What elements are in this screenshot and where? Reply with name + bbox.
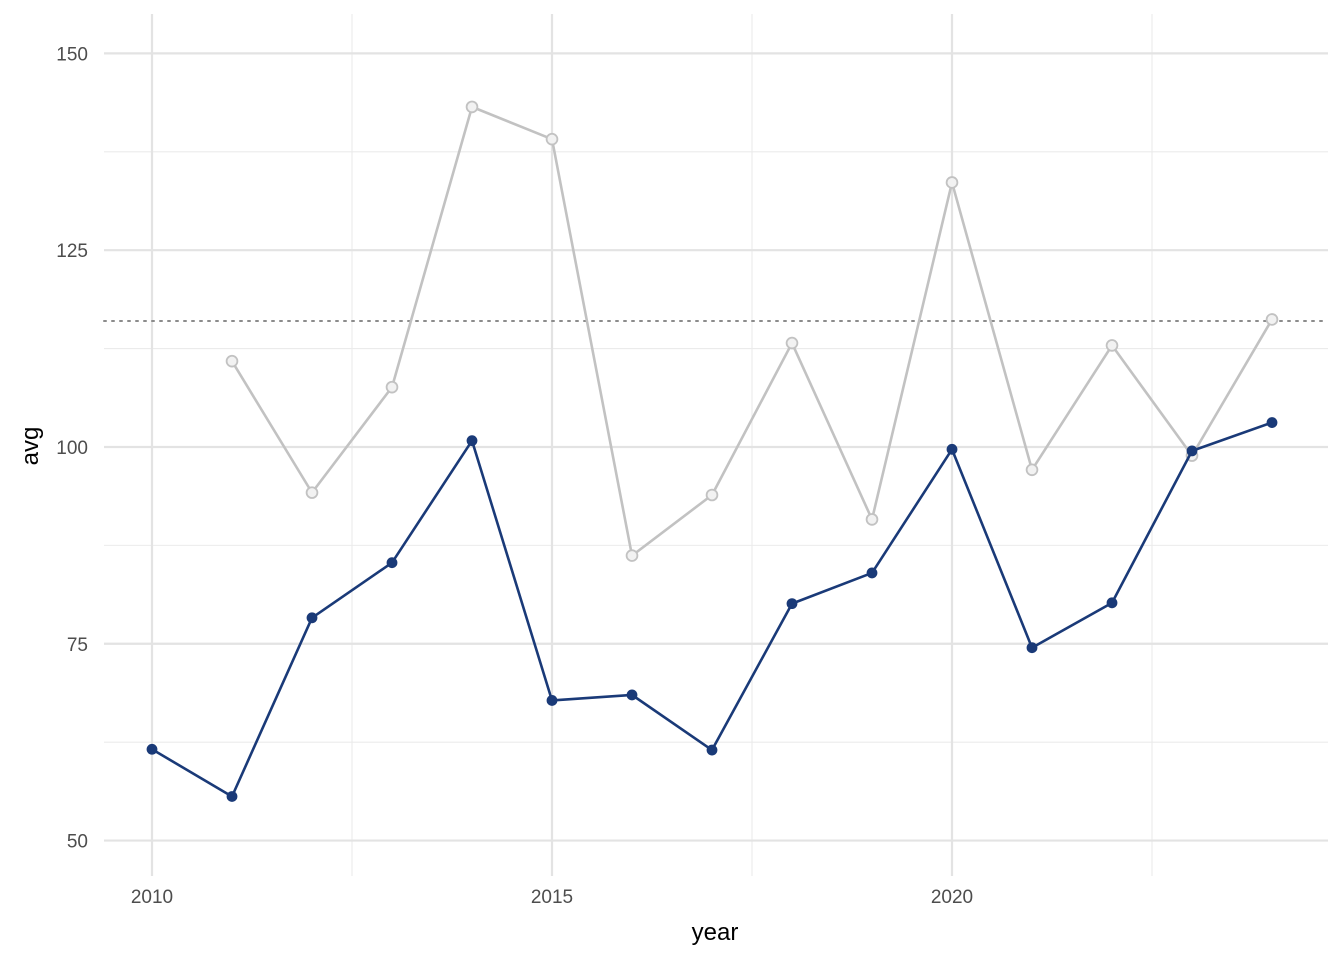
data-point xyxy=(626,689,638,701)
data-point xyxy=(546,695,558,706)
data-point xyxy=(385,380,399,394)
data-point xyxy=(146,743,158,755)
y-tick-label: 50 xyxy=(67,832,88,853)
data-point xyxy=(1106,597,1118,609)
data-point xyxy=(305,486,319,499)
data-point xyxy=(625,549,639,562)
y-tick-label: 150 xyxy=(56,44,88,65)
data-point xyxy=(1266,417,1278,428)
data-point xyxy=(225,354,239,368)
grid-lines xyxy=(104,14,1328,876)
data-point xyxy=(865,513,879,526)
data-point xyxy=(1025,463,1039,477)
data-point xyxy=(785,336,799,350)
data-point xyxy=(866,567,878,579)
data-point xyxy=(226,791,238,802)
data-point xyxy=(465,100,479,114)
y-tick-label: 100 xyxy=(56,438,88,459)
data-point xyxy=(705,488,719,502)
series-2 xyxy=(146,417,1278,802)
data-point xyxy=(306,612,318,624)
data-point xyxy=(1265,313,1279,326)
data-point xyxy=(545,132,559,146)
series-1 xyxy=(225,100,1279,562)
data-point xyxy=(946,443,958,455)
x-tick-label: 2020 xyxy=(931,887,973,908)
x-tick-label: 2015 xyxy=(531,887,573,908)
data-point xyxy=(466,435,478,447)
data-point xyxy=(945,176,959,189)
data-point xyxy=(706,744,718,756)
tick-labels: 50 75 100 125 150 2010 2015 2020 xyxy=(56,44,973,908)
data-point xyxy=(1105,339,1119,352)
data-point xyxy=(386,557,398,569)
series-group xyxy=(146,100,1279,802)
y-tick-label: 125 xyxy=(56,241,88,262)
x-axis-title: year xyxy=(692,919,739,946)
x-tick-label: 2010 xyxy=(131,887,173,908)
y-tick-label: 75 xyxy=(67,635,88,656)
data-point xyxy=(1186,445,1198,457)
data-point xyxy=(786,598,798,610)
data-point xyxy=(1026,642,1038,654)
series-line xyxy=(151,421,1273,798)
y-axis-title: avg xyxy=(17,427,44,466)
series-line xyxy=(230,105,1274,557)
